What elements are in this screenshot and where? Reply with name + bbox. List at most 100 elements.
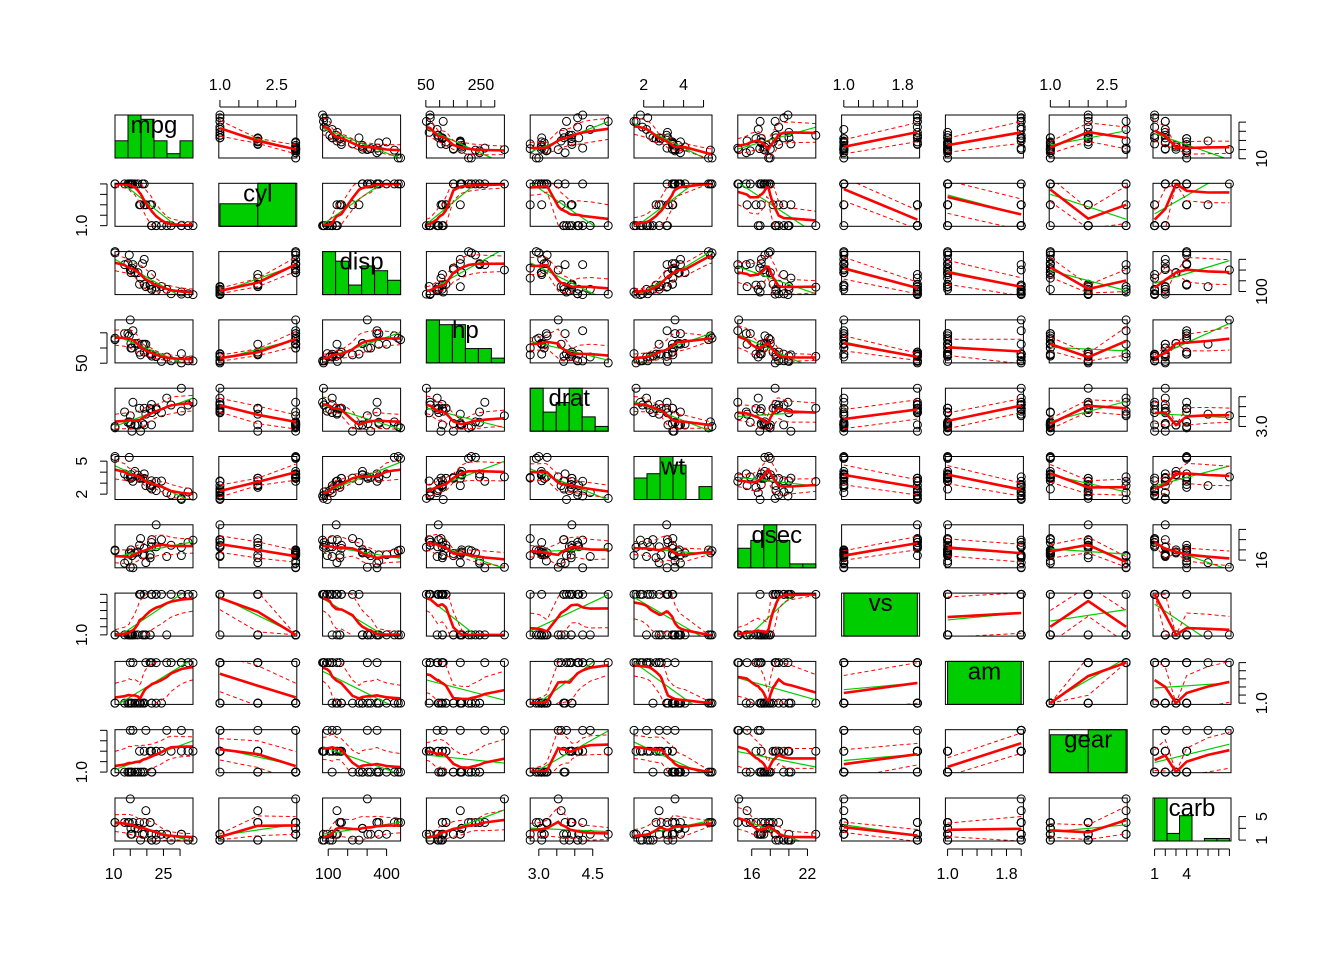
point <box>1122 327 1130 335</box>
histogram-bar <box>1167 833 1179 841</box>
smooth-fit-line <box>948 132 1022 145</box>
point <box>163 631 171 639</box>
tick-label: 10 <box>105 866 123 883</box>
point <box>1017 807 1025 815</box>
tick-label: 250 <box>468 77 495 94</box>
right-axis-am: 1.0 <box>1239 663 1271 715</box>
point <box>756 117 764 125</box>
point <box>328 768 336 776</box>
smooth-fit-line <box>426 264 504 291</box>
linear-fit-line <box>634 170 712 228</box>
panel-am-vs-hp <box>422 656 508 712</box>
point <box>663 659 671 667</box>
point <box>676 559 684 567</box>
point <box>1151 123 1159 131</box>
panel-carb-vs-vs <box>840 795 922 844</box>
panel-frame <box>842 525 920 568</box>
point <box>944 631 952 639</box>
tick-label: 100 <box>315 866 342 883</box>
variable-label-am: am <box>968 658 1001 685</box>
panel-qsec-vs-carb <box>1151 521 1234 572</box>
histogram-bar <box>167 154 180 158</box>
point <box>1122 117 1130 125</box>
panel-drat-vs-wt <box>630 384 716 435</box>
point <box>1225 631 1233 639</box>
spread-upper-line <box>948 399 1022 413</box>
point <box>333 340 341 348</box>
histogram-bar <box>478 349 491 363</box>
panel-gear-vs-hp <box>422 726 508 780</box>
point <box>254 836 262 844</box>
point <box>913 222 921 230</box>
point <box>328 631 336 639</box>
spread-lower-line <box>1050 663 1126 704</box>
point <box>655 807 663 815</box>
spread-upper-line <box>948 817 1022 824</box>
point <box>579 726 587 734</box>
smooth-fit-line <box>220 825 296 837</box>
panel-hp-vs-mpg <box>111 316 197 367</box>
linear-fit-line <box>115 336 193 368</box>
panel-mpg-vs-disp <box>319 111 405 162</box>
point <box>677 255 685 263</box>
point <box>292 659 300 667</box>
histogram-bar <box>426 320 439 363</box>
linear-fit-line <box>738 574 816 646</box>
panel-wt-vs-wt: wt <box>634 454 712 500</box>
point <box>913 818 921 826</box>
point <box>1122 590 1130 598</box>
point <box>1046 222 1054 230</box>
smooth-fit-line <box>220 544 296 556</box>
point <box>216 768 224 776</box>
point <box>1151 659 1159 667</box>
panel-drat-vs-qsec <box>734 384 820 435</box>
point <box>649 699 657 707</box>
panel-hp-vs-wt <box>630 316 716 367</box>
point <box>671 726 679 734</box>
tick-label: 1.8 <box>892 77 914 94</box>
point <box>456 807 464 815</box>
panel-am-vs-carb <box>1151 659 1234 711</box>
panel-carb-vs-gear <box>1046 795 1130 844</box>
spread-lower-line <box>634 555 712 563</box>
histogram-bar <box>465 349 478 363</box>
point <box>840 830 848 838</box>
panel-hp-vs-carb <box>1151 316 1234 367</box>
panel-frame <box>634 593 712 636</box>
point <box>663 818 671 826</box>
left-axis-cyl: 1.0 <box>74 184 107 237</box>
smooth-fit-line <box>323 598 401 634</box>
point <box>254 768 262 776</box>
point <box>754 125 762 133</box>
panel-cyl-vs-gear <box>1046 178 1130 230</box>
tick-label: 3.0 <box>528 866 550 883</box>
point <box>148 222 156 230</box>
point <box>216 726 224 734</box>
panel-cyl-vs-qsec <box>734 177 820 234</box>
point <box>913 768 921 776</box>
panel-frame <box>945 730 1023 773</box>
point <box>333 807 341 815</box>
tick-label: 1.0 <box>833 77 855 94</box>
panel-gear-vs-cyl <box>216 726 300 780</box>
histogram-bar <box>634 478 647 500</box>
panel-drat-vs-cyl <box>216 384 300 435</box>
point <box>136 747 144 755</box>
panel-drat-vs-drat: drat <box>530 385 608 431</box>
panel-qsec-vs-vs <box>840 521 922 572</box>
panel-vs-vs-carb <box>1151 590 1234 654</box>
panel-qsec-vs-mpg <box>111 521 197 572</box>
point <box>456 201 464 209</box>
smooth-fit-line <box>530 605 608 632</box>
point <box>754 394 762 402</box>
panel-qsec-vs-disp <box>319 521 405 572</box>
point <box>579 631 587 639</box>
point <box>1017 201 1025 209</box>
panel-qsec-vs-am <box>944 521 1026 572</box>
point <box>254 699 262 707</box>
tick-label: 1.0 <box>74 761 91 783</box>
point <box>1017 747 1025 755</box>
smooth-fit-line <box>220 674 296 698</box>
tick-label: 1.0 <box>1039 77 1061 94</box>
point <box>574 123 582 131</box>
